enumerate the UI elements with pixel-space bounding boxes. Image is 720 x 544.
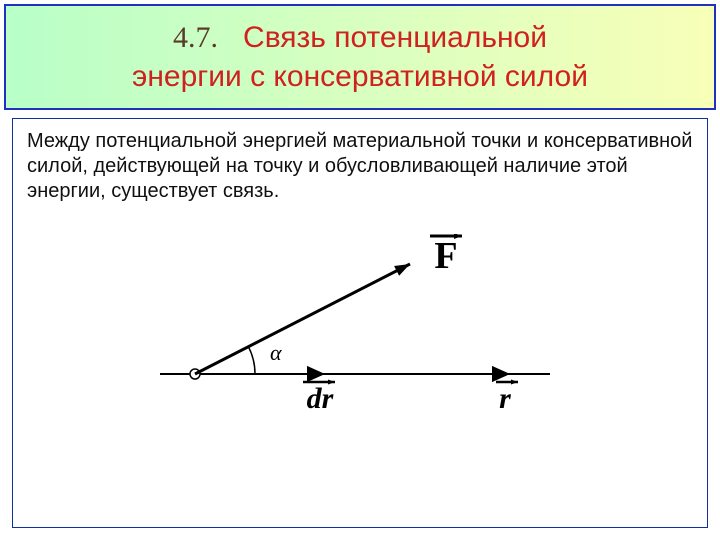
svg-text:dr: dr (307, 382, 334, 415)
section-title-1: Связь потенциальной (243, 21, 547, 54)
body-text: Между потенциальной энергией материально… (27, 129, 693, 204)
svg-text:α: α (270, 340, 282, 365)
content-panel: Между потенциальной энергией материально… (12, 118, 708, 528)
section-header: 4.7. Связь потенциальной энергии с консе… (4, 4, 716, 110)
svg-text:F: F (434, 235, 457, 277)
vector-diagram: Fαdr r (27, 234, 693, 434)
section-title-2: энергии с консервативной силой (132, 60, 588, 93)
section-number: 4.7. (173, 21, 218, 54)
svg-text:r: r (499, 382, 511, 415)
